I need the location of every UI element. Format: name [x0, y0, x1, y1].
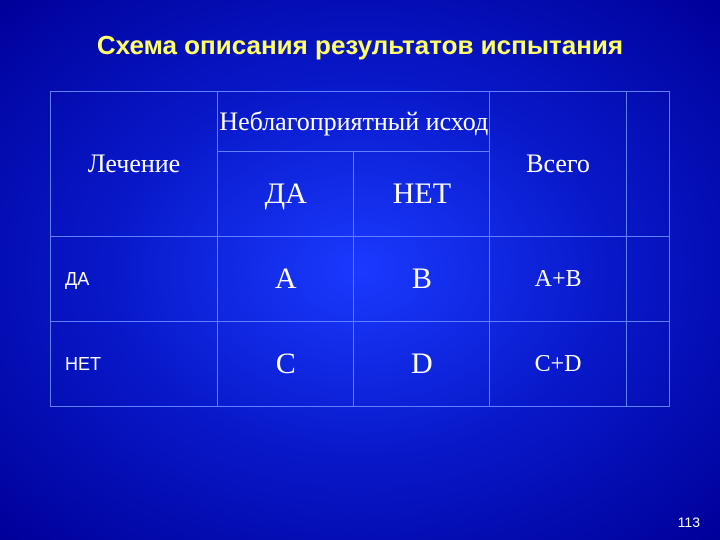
- cell-empty: [626, 237, 669, 322]
- cell-sum: C+D: [490, 322, 626, 407]
- row-label: НЕТ: [51, 322, 218, 407]
- subheader-yes: ДА: [218, 152, 354, 237]
- cell: B: [354, 237, 490, 322]
- cell: C: [218, 322, 354, 407]
- cell-empty: [626, 322, 669, 407]
- results-table: Лечение Неблагоприятный исход Всего ДА Н…: [50, 91, 670, 407]
- header-outcome: Неблагоприятный исход: [218, 92, 490, 152]
- cell: A: [218, 237, 354, 322]
- page-number: 113: [678, 514, 700, 530]
- header-treatment: Лечение: [51, 92, 218, 237]
- slide-title: Схема описания результатов испытания: [50, 30, 670, 61]
- cell-sum: A+B: [490, 237, 626, 322]
- header-total: Всего: [490, 92, 626, 237]
- cell: D: [354, 322, 490, 407]
- row-label: ДА: [51, 237, 218, 322]
- slide-container: Схема описания результатов испытания Леч…: [0, 0, 720, 407]
- header-empty: [626, 92, 669, 237]
- subheader-no: НЕТ: [354, 152, 490, 237]
